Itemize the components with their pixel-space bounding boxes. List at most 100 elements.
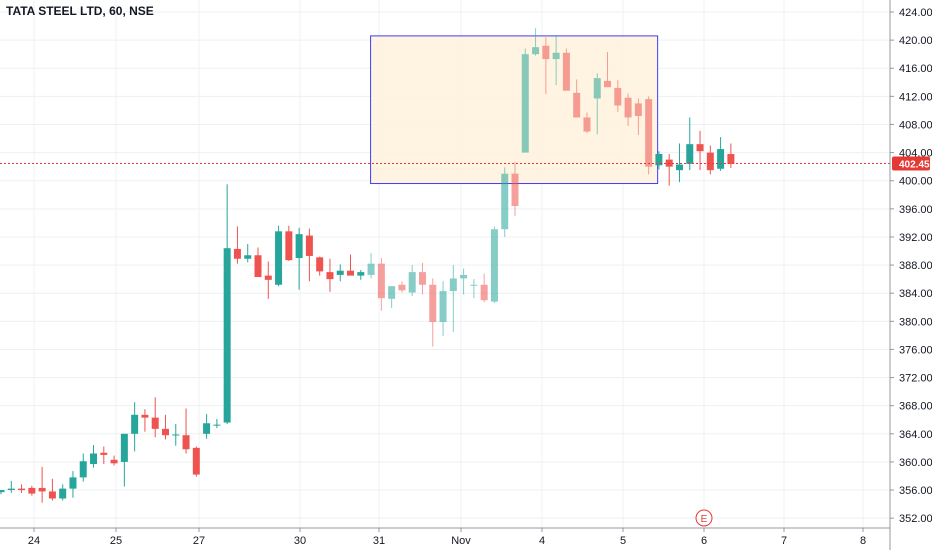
candle[interactable] [59, 484, 67, 501]
candle-body[interactable] [408, 272, 416, 293]
candle-body[interactable] [305, 235, 313, 256]
candle[interactable] [604, 52, 612, 88]
candle[interactable] [408, 265, 416, 297]
candle[interactable] [686, 117, 694, 171]
candle[interactable] [223, 184, 231, 424]
candle-body[interactable] [501, 173, 509, 230]
candle-body[interactable] [470, 284, 478, 286]
candle[interactable] [0, 490, 5, 495]
candle-body[interactable] [59, 488, 67, 499]
candle[interactable] [7, 480, 15, 493]
candle-body[interactable] [192, 447, 200, 475]
candle-body[interactable] [562, 52, 570, 91]
candle[interactable] [161, 414, 169, 440]
candle[interactable] [552, 35, 560, 86]
candle[interactable] [305, 228, 313, 282]
candle-body[interactable] [0, 490, 5, 493]
candle[interactable] [429, 278, 437, 347]
candle-body[interactable] [490, 229, 498, 302]
candle-body[interactable] [604, 80, 612, 88]
candle[interactable] [706, 145, 714, 175]
candle[interactable] [480, 273, 488, 303]
candle-body[interactable] [69, 477, 77, 489]
candle[interactable] [675, 143, 683, 183]
candle[interactable] [28, 485, 36, 496]
earnings-event-marker[interactable]: E [695, 509, 713, 527]
candle-body[interactable] [367, 263, 375, 275]
candle[interactable] [233, 226, 241, 264]
candle-body[interactable] [521, 54, 529, 153]
candle-body[interactable] [675, 164, 683, 171]
candle-body[interactable] [336, 270, 344, 275]
candle-body[interactable] [429, 284, 437, 323]
candle-body[interactable] [552, 52, 560, 60]
candle[interactable] [449, 265, 457, 332]
candle[interactable] [275, 225, 283, 287]
candle[interactable] [79, 453, 87, 482]
candle[interactable] [18, 484, 26, 493]
candle-body[interactable] [90, 453, 98, 465]
candle-body[interactable] [727, 154, 735, 164]
candle[interactable] [295, 227, 303, 290]
highlight-rectangle[interactable] [370, 35, 659, 185]
candle-body[interactable] [634, 103, 642, 117]
candle[interactable] [254, 247, 262, 278]
candle-body[interactable] [532, 47, 540, 55]
candle[interactable] [532, 28, 540, 56]
candle-body[interactable] [295, 234, 303, 259]
candle-body[interactable] [48, 491, 56, 499]
candle-body[interactable] [706, 152, 714, 171]
candle-body[interactable] [316, 257, 324, 272]
candle[interactable] [141, 409, 149, 432]
candle-body[interactable] [593, 78, 601, 99]
candle[interactable] [562, 48, 570, 91]
candle[interactable] [542, 37, 550, 95]
candle[interactable] [336, 264, 344, 282]
candle-body[interactable] [213, 424, 221, 426]
candle-body[interactable] [161, 428, 169, 436]
candle-body[interactable] [573, 92, 581, 118]
candle-body[interactable] [131, 414, 139, 434]
candle[interactable] [347, 254, 355, 276]
candle[interactable] [573, 79, 581, 118]
candle[interactable] [264, 261, 272, 299]
candle-body[interactable] [203, 423, 211, 434]
candle-body[interactable] [624, 97, 632, 118]
candle-body[interactable] [38, 487, 46, 492]
candle-body[interactable] [480, 284, 488, 301]
candle[interactable] [655, 151, 663, 170]
candle-body[interactable] [347, 270, 355, 276]
candle[interactable] [634, 98, 642, 136]
candle-body[interactable] [398, 284, 406, 291]
candle[interactable] [48, 478, 56, 501]
candle-body[interactable] [357, 272, 365, 276]
candle[interactable] [244, 243, 252, 263]
candle-body[interactable] [449, 278, 457, 292]
candle-body[interactable] [583, 117, 591, 132]
candle[interactable] [460, 268, 468, 295]
candle-body[interactable] [418, 272, 426, 285]
candle-body[interactable] [388, 286, 396, 299]
candle-body[interactable] [439, 291, 447, 323]
candle-body[interactable] [542, 45, 550, 60]
candle[interactable] [470, 279, 478, 299]
candle-body[interactable] [285, 231, 293, 261]
candle-body[interactable] [377, 263, 385, 299]
candle-body[interactable] [686, 144, 694, 164]
candle-body[interactable] [614, 87, 622, 106]
candle-body[interactable] [254, 255, 262, 278]
candle[interactable] [377, 258, 385, 311]
candle-body[interactable] [326, 272, 334, 280]
candle[interactable] [439, 281, 447, 337]
candle[interactable] [367, 253, 375, 279]
candle-body[interactable] [696, 144, 704, 152]
candle[interactable] [192, 446, 200, 477]
candle[interactable] [357, 270, 365, 280]
candle[interactable] [717, 137, 725, 171]
event-marker-circle[interactable] [695, 509, 713, 527]
candle-body[interactable] [655, 154, 663, 166]
candle-body[interactable] [100, 452, 108, 455]
candle-body[interactable] [645, 99, 653, 167]
candle-body[interactable] [120, 433, 128, 462]
